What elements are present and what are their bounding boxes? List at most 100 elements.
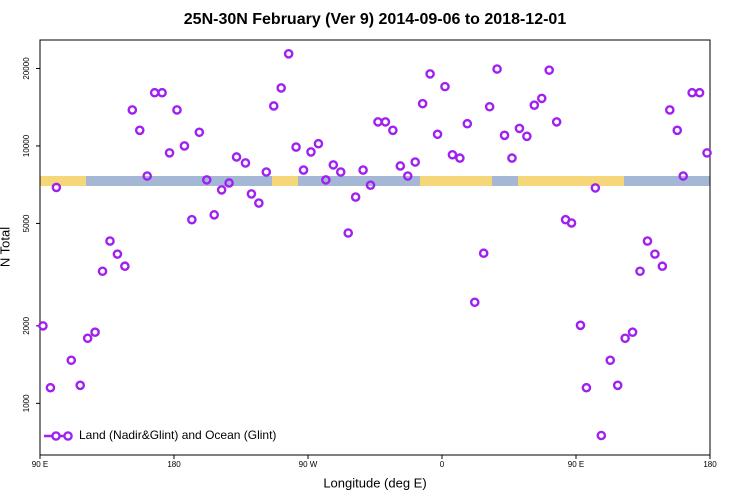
data-point [499, 130, 510, 141]
data-point [254, 198, 264, 208]
data-point [432, 129, 443, 140]
data-point [187, 214, 197, 225]
data-point [478, 248, 489, 259]
data-point [276, 83, 287, 93]
data-point [410, 157, 421, 167]
data-point [179, 141, 190, 151]
x-tick-label: 180 [703, 460, 717, 469]
plot-frame [39, 39, 711, 456]
y-tick-label: 2000 [22, 316, 31, 334]
data-point [380, 117, 391, 127]
data-point [201, 175, 212, 185]
data-point [642, 236, 653, 246]
data-point [261, 167, 272, 177]
data-point [66, 355, 77, 366]
data-point [469, 297, 480, 308]
chart-title: 25N-30N February (Ver 9) 2014-09-06 to 2… [184, 11, 567, 28]
data-point [209, 210, 219, 220]
data-point [343, 228, 354, 238]
data-point [596, 430, 607, 441]
data-point [492, 64, 502, 74]
data-point [402, 171, 413, 181]
data-point [544, 65, 555, 75]
data-point [112, 249, 123, 259]
data-point [447, 149, 458, 160]
data-point [283, 49, 294, 59]
data-point [164, 148, 175, 158]
data-point [120, 261, 130, 272]
data-point [75, 380, 85, 391]
land-band [272, 176, 298, 186]
data-point [635, 266, 645, 277]
data-point [522, 131, 532, 142]
data-point [581, 382, 592, 393]
data-point [514, 123, 525, 134]
data-point [575, 320, 586, 331]
data-point [484, 101, 495, 112]
data-point [665, 105, 675, 115]
data-point [350, 192, 361, 202]
data-point [127, 105, 138, 115]
data-point [462, 118, 473, 129]
legend-marker [63, 431, 73, 441]
data-point [612, 380, 623, 391]
data-point [566, 218, 577, 228]
land-band [518, 176, 624, 186]
x-tick-label: 90 E [568, 460, 584, 469]
x-axis-label: Longitude (deg E) [323, 475, 426, 490]
data-point [590, 183, 601, 193]
legend-label: Land (Nadir&Glint) and Ocean (Glint) [79, 428, 276, 442]
data-point [321, 175, 331, 185]
land-band [420, 176, 492, 186]
data-point [231, 152, 242, 162]
data-point [536, 93, 547, 104]
data-point [417, 98, 428, 109]
map-strip [40, 176, 710, 186]
data-point [335, 167, 346, 177]
y-tick-label: 1000 [22, 394, 31, 412]
data-point [440, 81, 450, 92]
data-point [216, 185, 227, 195]
y-tick-label: 5000 [22, 214, 31, 232]
x-tick-label: 0 [440, 460, 445, 469]
data-point [157, 87, 167, 98]
data-point [507, 153, 517, 163]
data-point [358, 165, 368, 175]
land-band [40, 176, 86, 186]
data-point [38, 321, 48, 331]
data-point [425, 69, 435, 79]
data-point [620, 333, 630, 344]
data-point [306, 147, 316, 157]
data-point [194, 127, 205, 138]
data-point [105, 236, 115, 246]
data-point [90, 327, 100, 337]
data-point [388, 125, 398, 136]
data-point [373, 117, 383, 127]
data-point [605, 355, 616, 366]
data-point [328, 160, 339, 170]
data-point [134, 125, 145, 136]
x-tick-label: 90 W [299, 460, 318, 469]
data-point [551, 117, 562, 127]
ocean-band [40, 176, 710, 186]
data-point [142, 171, 152, 181]
data-point [172, 105, 182, 115]
y-axis-label: N Total [0, 227, 12, 267]
data-point [97, 266, 108, 277]
data-point [687, 87, 697, 98]
data-point [298, 165, 309, 175]
legend-marker [51, 431, 61, 441]
y-tick-label: 10000 [22, 134, 31, 157]
data-point [45, 382, 56, 393]
data-point [672, 125, 683, 136]
data-point [51, 182, 62, 193]
y-tick-label: 20000 [22, 57, 31, 80]
data-point [395, 161, 406, 171]
data-point [82, 333, 93, 344]
data-point [702, 148, 712, 158]
data-point [455, 153, 465, 163]
data-point [268, 101, 279, 111]
data-point [291, 142, 301, 152]
data-point [627, 327, 638, 337]
